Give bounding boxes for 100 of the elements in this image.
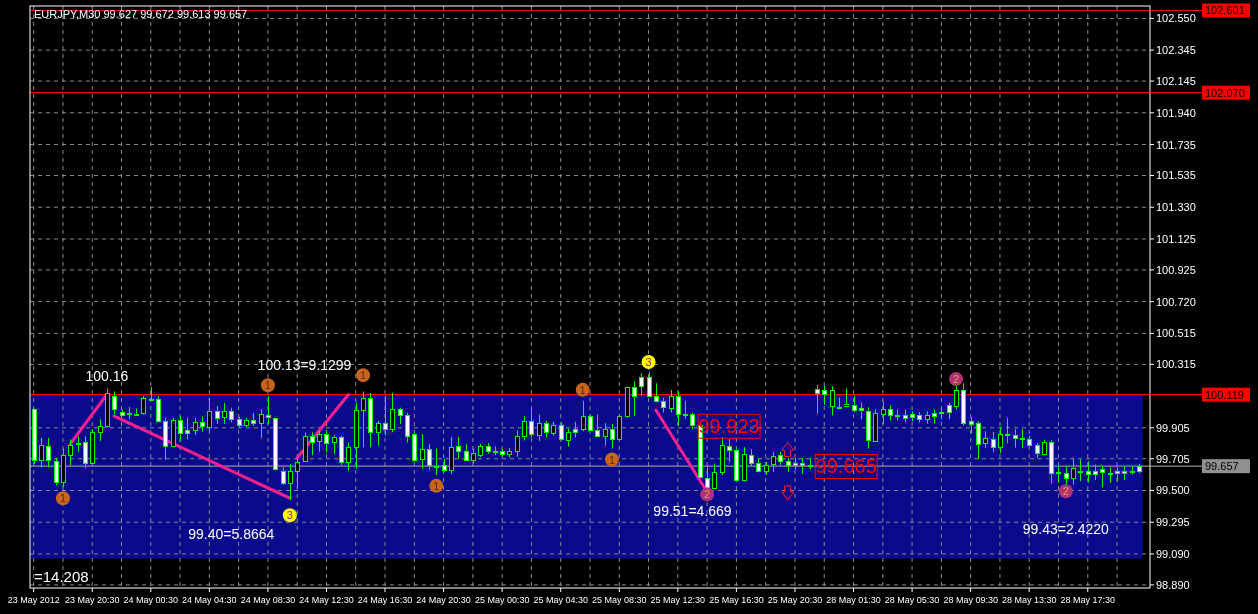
x-tick-label: 24 May 08:30	[240, 595, 296, 605]
candlestick	[638, 372, 645, 397]
candlestick	[975, 420, 982, 460]
x-tick-label: 24 May 12:30	[299, 595, 354, 605]
annotation: 1	[579, 383, 586, 396]
candlestick	[631, 380, 638, 417]
candlestick	[1041, 439, 1048, 455]
x-tick-label: 23 May 2012	[7, 595, 60, 605]
candlestick	[682, 400, 689, 420]
x-tick-label: 28 May 01:30	[826, 595, 881, 605]
candlestick	[485, 442, 492, 455]
candlestick	[1026, 435, 1033, 446]
candlestick	[331, 434, 338, 455]
x-tick-label: 25 May 00:30	[474, 595, 530, 605]
candlestick	[294, 458, 301, 489]
candlestick	[1136, 463, 1143, 472]
candlestick	[624, 387, 631, 417]
annotation: 100.16	[85, 367, 129, 384]
candlestick	[609, 423, 616, 450]
candlestick	[785, 457, 792, 473]
y-tick-label: 100.925	[1156, 263, 1196, 276]
x-tick-label: 25 May 16:30	[709, 595, 764, 605]
x-tick-label: 25 May 20:30	[767, 595, 823, 605]
candlestick	[550, 421, 557, 437]
ref-line-label: 100.119	[1205, 388, 1244, 401]
y-tick-label: 101.735	[1156, 138, 1196, 151]
candlestick	[565, 428, 572, 448]
ref-line-label: 102.070	[1205, 86, 1245, 99]
candlestick	[602, 422, 609, 447]
candlestick	[741, 446, 748, 481]
candlestick	[177, 415, 184, 443]
candlestick	[192, 417, 199, 436]
candlestick	[953, 385, 960, 411]
candlestick	[419, 433, 426, 470]
candlestick	[353, 402, 360, 470]
y-tick-label: 99.905	[1156, 421, 1190, 434]
annotation: 3	[645, 356, 652, 369]
candlestick	[924, 410, 931, 425]
candlestick	[221, 402, 228, 425]
candlestick	[1070, 457, 1077, 486]
candlestick	[792, 457, 799, 471]
candlestick	[265, 395, 272, 425]
candlestick	[726, 438, 733, 463]
candlestick	[616, 414, 623, 440]
x-tick-label: 28 May 05:30	[884, 595, 940, 605]
annotation: 99.40=5.8664	[188, 525, 275, 542]
candlestick	[404, 412, 411, 443]
candlestick	[733, 448, 740, 481]
annotation: 1	[433, 479, 440, 492]
candlestick	[880, 401, 887, 425]
candlestick	[199, 415, 206, 433]
chart-title: EURJPY,M30 99.627 99.672 99.613 99.657	[34, 8, 248, 20]
candlestick	[821, 385, 828, 406]
candlestick	[97, 418, 104, 442]
annotation: 1	[59, 492, 66, 505]
candlestick	[214, 405, 221, 425]
candlestick	[646, 371, 653, 397]
y-tick-label: 99.295	[1156, 516, 1190, 529]
candlestick	[367, 392, 374, 448]
annotation: 99.665	[815, 455, 877, 478]
candlestick	[441, 458, 448, 471]
annotation: 1	[608, 453, 616, 466]
candlestick	[67, 438, 74, 467]
y-tick-label: 98.890	[1156, 578, 1190, 591]
candlestick	[770, 451, 777, 473]
y-tick-label: 99.500	[1156, 484, 1190, 497]
candlestick	[675, 390, 682, 427]
candlestick	[814, 384, 821, 415]
ref-line-label: 102.601	[1205, 4, 1245, 17]
candlestick	[455, 436, 462, 460]
y-tick-label: 99.705	[1156, 452, 1190, 465]
y-tick-label: 99.090	[1156, 547, 1190, 560]
candlestick	[536, 414, 543, 442]
annotation: 3	[286, 509, 293, 522]
x-tick-label: 28 May 17:30	[1060, 595, 1116, 605]
candlestick	[140, 395, 147, 414]
candlestick	[287, 463, 294, 501]
candlestick	[316, 430, 323, 453]
x-tick-label: 24 May 00:30	[123, 595, 179, 605]
candlestick	[382, 395, 389, 437]
annotation: 1	[264, 379, 271, 392]
candlestick	[360, 390, 367, 448]
candlestick	[1012, 428, 1019, 449]
candlestick	[309, 431, 316, 456]
x-tick-label: 25 May 12:30	[650, 595, 706, 605]
y-tick-label: 102.145	[1156, 75, 1196, 88]
candlestick	[75, 435, 82, 453]
annotation: 100.13=9.1299	[257, 357, 352, 374]
candlestick	[865, 406, 872, 450]
y-tick-label: 100.315	[1156, 358, 1196, 371]
candlestick	[668, 389, 675, 414]
annotation: 1	[360, 369, 367, 382]
x-tick-label: 25 May 04:30	[533, 595, 588, 605]
candlestick	[397, 407, 404, 425]
x-tick-label: 24 May 04:30	[182, 595, 237, 605]
annotation: 2	[1062, 485, 1069, 498]
x-tick-label: 28 May 13:30	[1001, 595, 1057, 605]
annotation: 2	[704, 488, 711, 501]
y-tick-label: 101.940	[1156, 106, 1196, 119]
candlestick	[111, 390, 118, 416]
